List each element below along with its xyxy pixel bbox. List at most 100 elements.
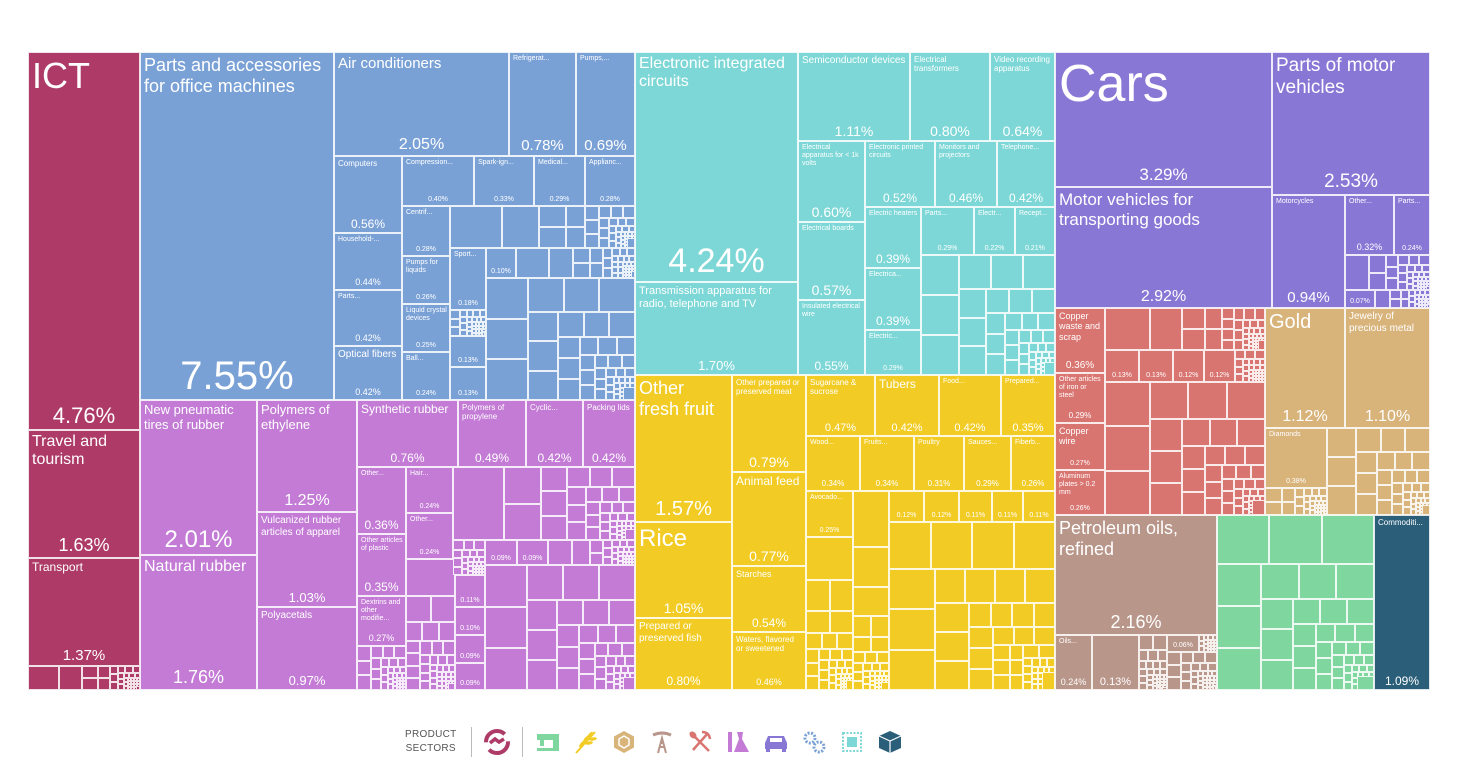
treemap-cell-small[interactable]	[1039, 645, 1055, 658]
treemap-cell-small[interactable]	[623, 256, 630, 262]
treemap-cell-small[interactable]	[1005, 313, 1022, 330]
treemap-cell-small[interactable]	[137, 678, 140, 681]
treemap-cell-small[interactable]	[841, 649, 853, 660]
treemap-cell-small[interactable]	[1023, 666, 1032, 674]
treemap-cell-small[interactable]	[1304, 488, 1312, 496]
treemap-cell-small[interactable]	[629, 559, 632, 562]
treemap-cell-small[interactable]	[849, 674, 853, 678]
treemap-cell-small[interactable]	[132, 666, 140, 673]
treemap-cell-small[interactable]	[598, 337, 617, 355]
treemap-cell-small[interactable]	[1198, 671, 1203, 676]
treemap-cell-small[interactable]	[450, 310, 460, 319]
treemap-tile[interactable]: Optical fibers 0.42%	[334, 346, 402, 400]
treemap-cell-small[interactable]	[1033, 603, 1055, 627]
treemap-cell-small[interactable]	[1243, 370, 1249, 377]
treemap-cell-small[interactable]	[1235, 366, 1243, 375]
treemap-cell-small[interactable]	[889, 649, 935, 690]
treemap-cell-small[interactable]	[580, 370, 595, 385]
treemap-cell-small[interactable]	[486, 318, 528, 360]
treemap-cell-small[interactable]	[889, 609, 935, 650]
treemap-cell-small[interactable]	[118, 666, 126, 673]
treemap-cell-small[interactable]	[628, 232, 632, 236]
treemap-tile[interactable]: Electrical transformers 0.80%	[910, 52, 990, 141]
treemap-cell-small[interactable]	[1304, 502, 1310, 509]
treemap-cell-small[interactable]	[124, 682, 128, 686]
treemap-cell-small[interactable]	[853, 663, 863, 672]
treemap-cell-small[interactable]	[1419, 255, 1430, 265]
treemap-cell-small[interactable]	[1023, 658, 1032, 666]
treemap-cell-small[interactable]	[1203, 679, 1207, 683]
treemap-cell-small[interactable]	[1222, 308, 1234, 319]
treemap-cell-small[interactable]	[504, 467, 541, 504]
treemap-cell-small[interactable]	[630, 526, 635, 530]
treemap-cell-small[interactable]	[118, 678, 124, 685]
treemap-cell-small[interactable]	[430, 677, 437, 684]
treemap-cell-small[interactable]	[1253, 347, 1256, 350]
treemap-cell-small[interactable]	[1259, 379, 1262, 382]
treemap-cell-small[interactable]	[134, 684, 137, 687]
treemap-cell-small[interactable]	[1377, 500, 1392, 515]
treemap-cell-small[interactable]	[622, 526, 627, 530]
treemap-cell-small[interactable]	[1182, 308, 1205, 329]
treemap-cell-small[interactable]	[476, 322, 480, 326]
treemap-tile[interactable]: Electrical boards 0.57%	[798, 222, 865, 300]
treemap-cell-small[interactable]	[1249, 496, 1255, 501]
treemap-cell-small[interactable]	[467, 317, 472, 322]
treemap-cell-small[interactable]	[620, 686, 624, 690]
treemap-cell-small[interactable]	[541, 491, 567, 516]
treemap-cell-small[interactable]	[1261, 629, 1293, 660]
treemap-tile[interactable]: 0.07%	[1345, 290, 1375, 308]
treemap-cell-small[interactable]	[406, 653, 420, 666]
treemap-cell-small[interactable]	[1157, 684, 1160, 688]
treemap-cell-small[interactable]	[137, 681, 140, 684]
treemap-cell-small[interactable]	[541, 467, 567, 492]
treemap-cell-small[interactable]	[406, 677, 420, 690]
treemap-cell-small[interactable]	[1421, 287, 1424, 290]
treemap-cell-small[interactable]	[1243, 328, 1249, 334]
treemap-cell-small[interactable]	[400, 687, 403, 690]
treemap-cell-small[interactable]	[1207, 680, 1210, 684]
treemap-cell-small[interactable]	[1204, 640, 1208, 644]
treemap-cell-small[interactable]	[1398, 255, 1409, 265]
treemap-cell-small[interactable]	[603, 268, 612, 278]
treemap-cell-small[interactable]	[617, 530, 622, 536]
treemap-cell-small[interactable]	[853, 616, 871, 637]
treemap-cell-small[interactable]	[620, 678, 624, 682]
treemap-cell-small[interactable]	[612, 272, 618, 278]
treemap-cell-small[interactable]	[1153, 682, 1157, 687]
treemap-cell-small[interactable]	[618, 560, 623, 565]
treemap-cell-small[interactable]	[468, 557, 474, 562]
treemap-cell-small[interactable]	[1359, 665, 1367, 672]
treemap-tile[interactable]: Household-... 0.44%	[334, 233, 402, 290]
treemap-cell-small[interactable]	[1207, 676, 1211, 680]
treemap-cell-small[interactable]	[1153, 675, 1157, 679]
treemap-tile[interactable]: Medical... 0.29%	[534, 156, 585, 206]
treemap-cell-small[interactable]	[628, 236, 632, 239]
treemap-cell-small[interactable]	[1403, 499, 1411, 508]
treemap-cell-small[interactable]	[1181, 681, 1191, 690]
treemap-cell-small[interactable]	[1418, 272, 1425, 277]
treemap-cell-small[interactable]	[1249, 511, 1253, 515]
treemap-cell-small[interactable]	[1366, 665, 1374, 672]
treemap-cell-small[interactable]	[620, 383, 625, 388]
treemap-tile[interactable]: Other... 0.36%	[357, 467, 406, 534]
treemap-cell-small[interactable]	[1210, 686, 1213, 690]
treemap-cell-small[interactable]	[621, 521, 626, 526]
treemap-cell-small[interactable]	[1234, 308, 1245, 320]
treemap-cell-small[interactable]	[1243, 489, 1251, 496]
treemap-cell-small[interactable]	[128, 678, 131, 681]
treemap-cell-small[interactable]	[986, 333, 1005, 355]
treemap-cell-small[interactable]	[453, 550, 462, 559]
treemap-cell-small[interactable]	[1392, 470, 1405, 483]
treemap-tile[interactable]: Prepared... 0.35%	[1001, 375, 1055, 436]
treemap-cell-small[interactable]	[1243, 344, 1249, 350]
treemap-cell-small[interactable]	[1419, 302, 1422, 305]
treemap-cell-small[interactable]	[616, 237, 621, 243]
treemap-cell-small[interactable]	[473, 569, 476, 572]
treemap-tile[interactable]: Motorcycles 0.94%	[1272, 195, 1345, 308]
treemap-cell-small[interactable]	[393, 682, 397, 686]
treemap-cell-small[interactable]	[406, 596, 431, 622]
treemap-tile[interactable]: Ball... 0.24%	[402, 352, 450, 400]
treemap-cell-small[interactable]	[1419, 295, 1423, 299]
treemap-cell-small[interactable]	[476, 326, 479, 330]
